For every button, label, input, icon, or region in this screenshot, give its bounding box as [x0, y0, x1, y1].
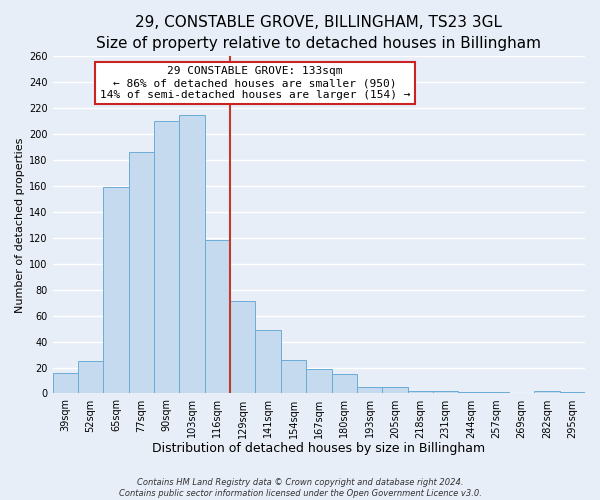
Bar: [256, 330, 281, 394]
Bar: [103, 188, 129, 394]
Bar: [78, 361, 103, 394]
Bar: [179, 114, 205, 394]
Bar: [433, 391, 458, 394]
Bar: [332, 374, 357, 394]
Text: Contains HM Land Registry data © Crown copyright and database right 2024.
Contai: Contains HM Land Registry data © Crown c…: [119, 478, 481, 498]
Bar: [154, 121, 179, 394]
Bar: [281, 360, 306, 394]
Bar: [306, 369, 332, 394]
Bar: [357, 387, 382, 394]
X-axis label: Distribution of detached houses by size in Billingham: Distribution of detached houses by size …: [152, 442, 485, 455]
Bar: [382, 387, 407, 394]
Text: 29 CONSTABLE GROVE: 133sqm
← 86% of detached houses are smaller (950)
14% of sem: 29 CONSTABLE GROVE: 133sqm ← 86% of deta…: [100, 66, 410, 100]
Bar: [230, 302, 256, 394]
Bar: [53, 372, 78, 394]
Bar: [484, 392, 509, 394]
Bar: [407, 391, 433, 394]
Bar: [458, 392, 484, 394]
Bar: [560, 392, 585, 394]
Title: 29, CONSTABLE GROVE, BILLINGHAM, TS23 3GL
Size of property relative to detached : 29, CONSTABLE GROVE, BILLINGHAM, TS23 3G…: [97, 15, 541, 51]
Bar: [535, 391, 560, 394]
Y-axis label: Number of detached properties: Number of detached properties: [15, 137, 25, 312]
Bar: [205, 240, 230, 394]
Bar: [129, 152, 154, 394]
